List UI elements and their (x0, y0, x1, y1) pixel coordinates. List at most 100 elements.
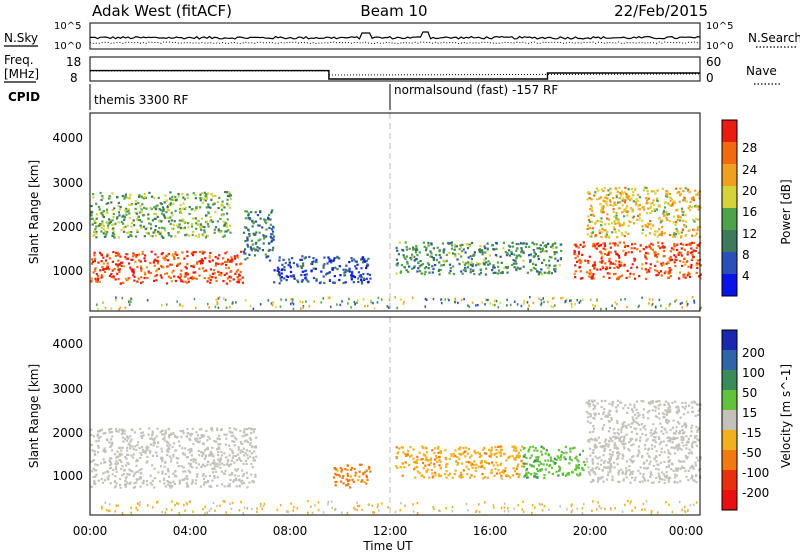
power-cell (526, 271, 529, 274)
velocity-cell (587, 416, 590, 419)
velocity-cell (523, 453, 526, 456)
velocity-cell (456, 456, 459, 459)
velocity-cell (120, 453, 123, 456)
velocity-cell (468, 476, 472, 479)
power-cell (181, 251, 184, 254)
velocity-cell (194, 437, 197, 440)
power-cell (93, 254, 96, 257)
velocity-panel: 1000 2000 3000 4000 Slant Range [km] 200… (27, 316, 793, 516)
power-cell (458, 248, 461, 251)
power-cell (657, 205, 661, 208)
power-cell (265, 235, 268, 238)
velocity-cell (468, 461, 471, 464)
velocity-cell (216, 504, 218, 508)
velocity-cell (629, 502, 631, 505)
velocity-cell (424, 446, 427, 449)
power-cell (268, 213, 271, 217)
power-cell (682, 189, 685, 193)
power-cell (417, 267, 420, 270)
velocity-cell (157, 471, 160, 474)
power-cell (219, 231, 222, 234)
velocity-cell (433, 507, 435, 510)
power-cell (660, 304, 662, 307)
velocity-cell (224, 500, 226, 503)
velocity-cell (166, 444, 169, 447)
velocity-cell (485, 452, 488, 455)
power-cell (163, 201, 166, 204)
velocity-cell (438, 458, 441, 462)
power-cell (676, 243, 679, 246)
power-cell (608, 235, 611, 238)
power-cell (693, 241, 696, 245)
power-cell (420, 264, 423, 267)
velocity-cell (480, 459, 483, 463)
velocity-cell (196, 475, 199, 478)
power-cell (431, 265, 434, 268)
power-cell (192, 254, 195, 257)
power-cell (273, 269, 276, 272)
power-cell (226, 260, 229, 263)
velocity-cell (549, 456, 552, 459)
velocity-cell (470, 464, 473, 467)
power-cell (554, 257, 557, 260)
velocity-cell (184, 477, 187, 480)
power-cell (601, 211, 604, 214)
velocity-cell (360, 480, 363, 483)
velocity-cell (419, 458, 423, 461)
power-cell (116, 254, 119, 257)
velocity-cell (167, 481, 170, 484)
power-cell (459, 246, 462, 249)
velocity-cell (543, 504, 546, 508)
velocity-cell (361, 479, 364, 482)
power-cell (543, 271, 546, 274)
power-cell (613, 266, 616, 270)
power-cell (522, 265, 525, 268)
power-cell (479, 262, 482, 265)
velocity-cell (418, 451, 421, 454)
power-cell (95, 236, 98, 239)
power-cell (128, 303, 131, 306)
power-cell (534, 267, 537, 270)
power-cell (592, 214, 595, 217)
velocity-cell (121, 465, 124, 468)
velocity-cell (125, 475, 128, 478)
velocity-cell (228, 427, 231, 430)
power-cell (590, 206, 593, 209)
velocity-cell (422, 453, 425, 456)
power-cell (593, 267, 596, 270)
power-cell (95, 202, 98, 205)
power-cell (94, 269, 97, 273)
velocity-cell (167, 469, 170, 472)
power-cell (226, 212, 229, 215)
velocity-cell (125, 435, 129, 438)
velocity-cell (204, 481, 208, 484)
velocity-cell (667, 451, 670, 454)
power-cell (362, 256, 365, 259)
velocity-cell (111, 435, 114, 438)
velocity-cell (219, 458, 222, 462)
power-cell (583, 244, 586, 247)
power-cell (622, 249, 625, 252)
velocity-cell (538, 502, 541, 505)
power-colorbar-swatch (722, 274, 737, 297)
velocity-cell (665, 419, 668, 422)
power-cell (205, 206, 208, 209)
power-cell (134, 203, 137, 206)
power-cell (649, 220, 652, 223)
velocity-cell (190, 459, 193, 462)
velocity-cell (230, 463, 233, 466)
velocity-cell (541, 509, 544, 512)
power-cell (569, 299, 571, 302)
power-cell (234, 272, 237, 275)
power-cell (329, 305, 332, 308)
power-cell (609, 191, 612, 194)
power-cell (497, 265, 500, 268)
power-cell (634, 187, 637, 190)
power-cell (103, 235, 106, 238)
velocity-cell (91, 470, 94, 473)
velocity-cell (507, 474, 510, 477)
power-cell (361, 258, 364, 261)
power-cell (152, 261, 155, 264)
velocity-cell (517, 451, 520, 454)
velocity-cell (642, 413, 645, 417)
